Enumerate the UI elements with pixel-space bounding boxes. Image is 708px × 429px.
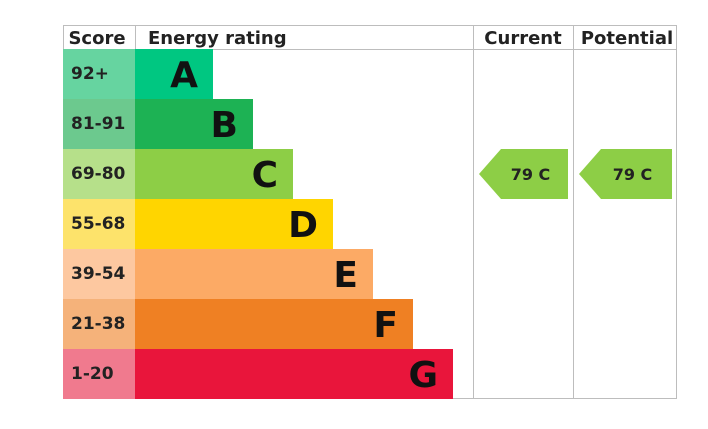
header-rating: Energy rating: [148, 28, 287, 49]
band-c: 69-80 C: [63, 149, 293, 199]
rating-bar: [135, 149, 293, 199]
rating-bar: [135, 99, 253, 149]
rating-bar: [135, 199, 333, 249]
rating-letter: A: [170, 55, 198, 96]
band-d: 55-68 D: [63, 199, 333, 249]
band-a: 92+ A: [63, 49, 213, 99]
rating-bands: 92+ A 81-91 B 69-80 C 55-68 D 39-54 E 21-38 F 1-20 G: [63, 49, 453, 399]
header-score: Score: [68, 28, 125, 49]
score-label: 1-20: [71, 364, 114, 384]
score-label: 92+: [71, 64, 109, 84]
score-label: 81-91: [71, 114, 125, 134]
score-cell: [63, 299, 135, 349]
rating-arrows: 79 C 79 C: [479, 149, 672, 199]
band-b: 81-91 B: [63, 99, 253, 149]
rating-letter: D: [288, 205, 318, 246]
header-row: Score Energy rating Current Potential: [68, 28, 673, 49]
band-e: 39-54 E: [63, 249, 373, 299]
rating-arrow-shape: [579, 149, 672, 199]
score-cell: [63, 349, 135, 399]
header-current: Current: [484, 28, 562, 49]
rating-letter: E: [333, 255, 358, 296]
rating-letter: B: [211, 105, 238, 146]
band-f: 21-38 F: [63, 299, 413, 349]
score-label: 55-68: [71, 214, 125, 234]
potential-rating-arrow: 79 C: [579, 149, 672, 199]
score-cell: [63, 249, 135, 299]
score-cell: [63, 99, 135, 149]
score-cell: [63, 49, 135, 99]
rating-bar: [135, 249, 373, 299]
rating-bar: [135, 299, 413, 349]
rating-bar: [135, 49, 213, 99]
rating-arrow-shape: [479, 149, 568, 199]
header-potential: Potential: [581, 28, 673, 49]
rating-letter: G: [408, 355, 438, 396]
rating-letter: F: [373, 305, 398, 346]
score-label: 39-54: [71, 264, 126, 284]
score-label: 21-38: [71, 314, 125, 334]
current-rating-arrow: 79 C: [479, 149, 568, 199]
rating-arrow-label: 79 C: [613, 165, 653, 184]
score-cell: [63, 199, 135, 249]
rating-arrow-label: 79 C: [511, 165, 551, 184]
rating-bar: [135, 349, 453, 399]
rating-letter: C: [252, 155, 278, 196]
score-cell: [63, 149, 135, 199]
score-label: 69-80: [71, 164, 126, 184]
band-g: 1-20 G: [63, 349, 453, 399]
